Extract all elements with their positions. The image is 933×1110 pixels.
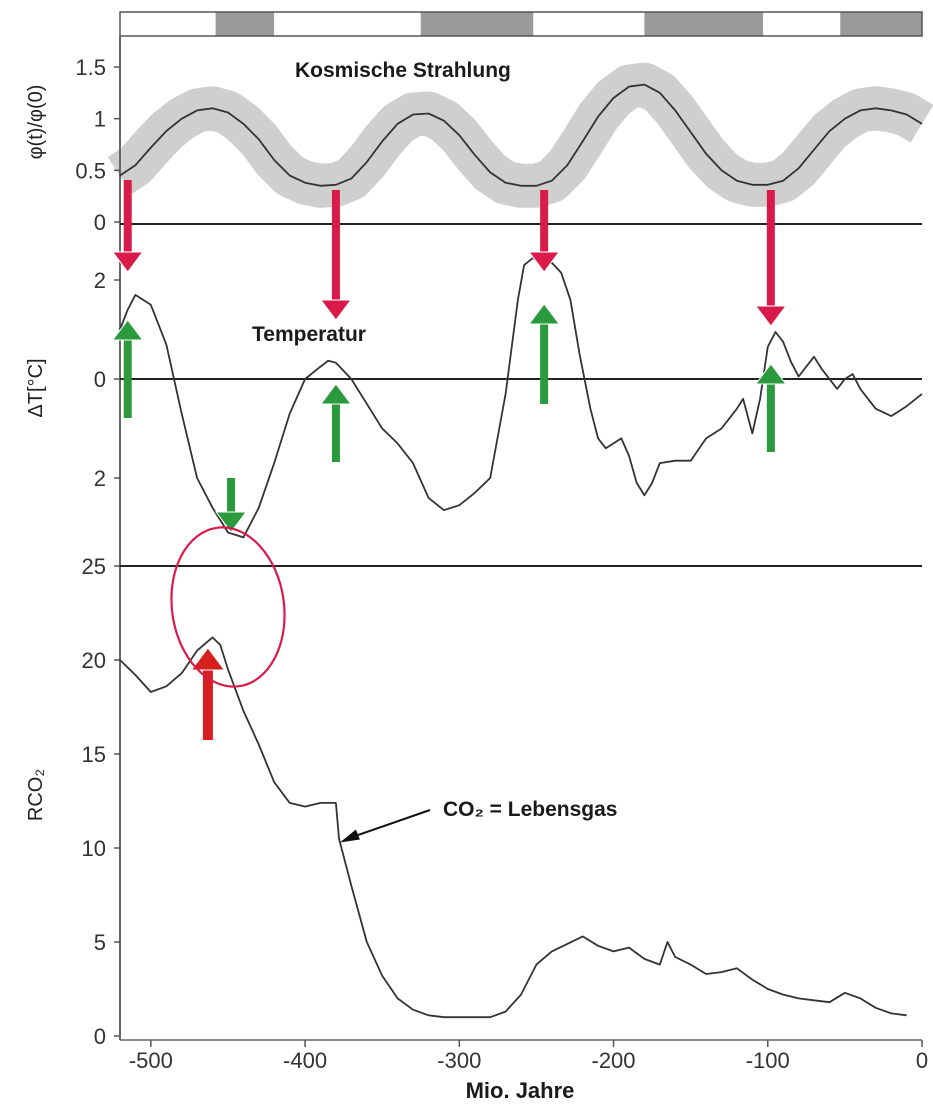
green-down-arrow bbox=[215, 478, 248, 533]
y-tick-label: 2 bbox=[94, 466, 106, 491]
annotation-pointer bbox=[353, 809, 431, 838]
band-layer bbox=[107, 62, 933, 208]
series-layer bbox=[119, 83, 923, 1019]
text-layer: Kosmische Strahlung Temperatur φ(t)/φ(0)… bbox=[25, 55, 928, 1103]
y-tick-label: 0 bbox=[94, 1024, 106, 1049]
red-down-arrow-shaft bbox=[331, 190, 340, 300]
temperature-y-axis-label: ΔT[°C] bbox=[25, 358, 47, 417]
y-tick-label: 5 bbox=[94, 930, 106, 955]
period-segment bbox=[644, 12, 764, 36]
red-down-arrow-shaft bbox=[540, 190, 549, 252]
green-down-arrow-head bbox=[215, 511, 248, 533]
green-up-arrow-head bbox=[319, 383, 352, 405]
y-tick-label: 0.5 bbox=[75, 158, 106, 183]
green-up-arrow-shaft bbox=[331, 404, 340, 462]
y-tick-label: 2 bbox=[94, 268, 106, 293]
red-up-arrow bbox=[190, 647, 226, 740]
period-segment bbox=[215, 12, 275, 36]
green-up-arrow bbox=[754, 363, 787, 452]
x-tick-label: -200 bbox=[592, 1048, 636, 1073]
red-down-arrow bbox=[754, 190, 787, 327]
y-tick-label: 0 bbox=[94, 210, 106, 235]
cosmic-series-line bbox=[119, 83, 923, 187]
y-tick-label: 10 bbox=[82, 836, 106, 861]
period-segment bbox=[120, 12, 216, 36]
y-tick-label: 25 bbox=[82, 554, 106, 579]
red-down-arrow-head bbox=[111, 251, 144, 273]
co2-annotation: CO₂ = Lebensgas bbox=[443, 798, 617, 821]
red-up-arrow-shaft bbox=[202, 670, 213, 740]
co2-series-line bbox=[119, 636, 907, 1019]
x-tick-label: -400 bbox=[283, 1048, 327, 1073]
red-down-arrow-head bbox=[319, 299, 352, 321]
red-down-arrow bbox=[528, 190, 561, 273]
period-bar bbox=[119, 11, 923, 37]
x-tick-label: 0 bbox=[916, 1048, 928, 1073]
green-up-arrow bbox=[528, 303, 561, 404]
y-tick-label: 1 bbox=[94, 107, 106, 132]
period-segment bbox=[420, 12, 534, 36]
cosmic-y-axis-label: φ(t)/φ(0) bbox=[25, 85, 47, 160]
green-up-arrow-head bbox=[528, 303, 561, 325]
y-tick-label: 20 bbox=[82, 648, 106, 673]
x-axis-label: Mio. Jahre bbox=[466, 1078, 575, 1103]
red-down-arrow bbox=[319, 190, 352, 321]
cosmic-uncertainty-band bbox=[107, 62, 933, 208]
green-up-arrow-head bbox=[111, 319, 144, 341]
x-tick-label: -300 bbox=[437, 1048, 481, 1073]
marker-layer bbox=[111, 180, 787, 843]
y-tick-label: 0 bbox=[94, 367, 106, 392]
cosmic-panel-title: Kosmische Strahlung bbox=[295, 59, 511, 82]
temperature-series-line bbox=[119, 256, 923, 539]
green-up-arrow bbox=[319, 383, 352, 462]
red-down-arrow-shaft bbox=[766, 190, 775, 306]
annotation-pointer-head bbox=[339, 829, 360, 843]
period-segment bbox=[840, 12, 922, 36]
temperature-panel-title: Temperatur bbox=[252, 323, 366, 346]
red-down-arrow-shaft bbox=[123, 180, 132, 252]
red-up-arrow-head bbox=[190, 647, 226, 671]
red-down-arrow-head bbox=[528, 251, 561, 273]
period-segment bbox=[763, 12, 841, 36]
green-up-arrow-shaft bbox=[766, 384, 775, 452]
green-up-arrow-shaft bbox=[540, 324, 549, 404]
period-segment bbox=[533, 12, 645, 36]
green-up-arrow bbox=[111, 319, 144, 418]
co2-y-axis-label: RCO₂ bbox=[25, 769, 47, 821]
x-tick-label: -500 bbox=[129, 1048, 173, 1073]
period-segment bbox=[274, 12, 421, 36]
green-down-arrow-shaft bbox=[227, 478, 236, 512]
red-down-arrow bbox=[111, 180, 144, 273]
y-tick-label: 15 bbox=[82, 742, 106, 767]
green-up-arrow-head bbox=[754, 363, 787, 385]
y-tick-label: 1.5 bbox=[75, 55, 106, 80]
x-tick-label: -100 bbox=[746, 1048, 790, 1073]
highlight-ellipse bbox=[170, 526, 286, 688]
period-bar-frame bbox=[119, 11, 923, 37]
green-up-arrow-shaft bbox=[123, 340, 132, 418]
red-down-arrow-head bbox=[754, 305, 787, 327]
axes-layer bbox=[114, 36, 923, 1047]
